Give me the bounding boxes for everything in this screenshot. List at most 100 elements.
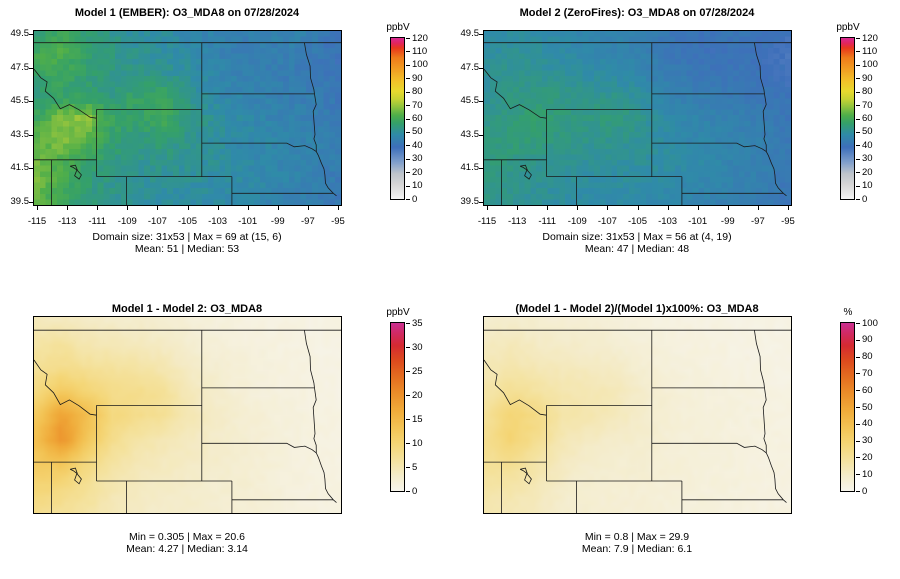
colorbar-title: %	[843, 307, 853, 318]
colorbar-tick-mark	[856, 373, 860, 375]
x-axis-tick-label: -113	[57, 216, 77, 227]
state-border-line	[96, 109, 202, 119]
state-border-line	[546, 405, 652, 416]
panel-title: Model 2 (ZeroFires): O3_MDA8 on 07/28/20…	[519, 7, 755, 19]
x-axis-tick-mark	[757, 206, 759, 210]
state-border-line	[96, 405, 202, 416]
x-axis-tick-label: -101	[688, 216, 708, 227]
colorbar-tick-mark	[406, 172, 410, 174]
colorbar-tick-label: 70	[862, 99, 873, 111]
x-axis-tick-label: -103	[208, 216, 228, 227]
colorbar-tick-label: 20	[412, 389, 423, 401]
state-border-line	[484, 359, 547, 416]
y-axis-tick-label: 49.5	[460, 28, 480, 40]
colorbar-tick-mark	[406, 395, 410, 396]
colorbar-tick-mark	[406, 118, 410, 120]
x-axis-tick-mark	[157, 206, 159, 210]
colorbar-tick-label: 20	[412, 166, 423, 178]
y-axis-tick-mark	[479, 168, 483, 170]
y-axis-tick-label: 43.5	[10, 128, 30, 140]
y-axis-tick-label: 47.5	[460, 61, 480, 73]
colorbar-tick-label: 35	[412, 317, 423, 329]
map-plot	[33, 316, 342, 514]
colorbar-tick-label: 20	[862, 166, 873, 178]
colorbar-tick-label: 5	[412, 461, 418, 473]
colorbar-tick-label: 40	[862, 139, 873, 151]
map-plot	[33, 30, 342, 206]
colorbar-tick-mark	[856, 51, 860, 53]
x-axis-tick-label: -105	[177, 216, 197, 227]
colorbar-tick-mark	[856, 356, 860, 358]
y-axis-tick-mark	[29, 101, 33, 103]
x-axis-tick-label: -115	[27, 216, 47, 227]
colorbar-tick-mark	[406, 347, 410, 348]
colorbar-tick-label: 0	[862, 485, 868, 497]
colorbar-tick-label: 20	[862, 451, 873, 463]
x-axis-tick-mark	[547, 206, 549, 210]
x-axis-tick-mark	[487, 206, 488, 210]
colorbar-gradient	[391, 323, 404, 491]
map-heatmap-canvas	[484, 317, 791, 513]
x-axis-tick-mark	[667, 206, 669, 210]
colorbar-title: ppbV	[836, 22, 860, 33]
colorbar-tick-mark	[856, 474, 860, 476]
colorbar-tick-label: 40	[412, 139, 423, 151]
y-axis-tick-mark	[479, 34, 483, 36]
colorbar-title: ppbV	[386, 22, 410, 33]
y-axis-tick-label: 41.5	[10, 162, 30, 174]
colorbar-tick-label: 100	[862, 317, 878, 329]
stats-caption-line1: Min = 0.305 | Max = 20.6	[129, 531, 245, 543]
state-border-line	[651, 442, 767, 454]
stats-caption-line1: Domain size: 31x53 | Max = 69 at (15, 6)	[92, 231, 282, 243]
map-heatmap-canvas	[484, 31, 791, 205]
state-borders-overlay	[484, 329, 791, 513]
colorbar-tick-mark	[406, 467, 410, 468]
x-axis-tick-label: -111	[538, 216, 556, 227]
colorbar-tick-mark	[856, 38, 860, 39]
colorbar-tick-mark	[406, 145, 410, 147]
x-axis-tick-label: -95	[781, 216, 795, 227]
y-axis-tick-mark	[29, 168, 33, 170]
y-axis-tick-label: 45.5	[460, 95, 480, 107]
y-axis-tick-label: 41.5	[460, 162, 480, 174]
map-heatmap-canvas	[34, 31, 341, 205]
colorbar: ppbV	[836, 22, 860, 200]
colorbar-tick-label: 30	[862, 153, 873, 165]
x-axis-tick-mark	[787, 206, 789, 210]
x-axis-tick-mark	[97, 206, 99, 210]
state-border-line	[754, 42, 787, 197]
colorbar-tick-label: 10	[412, 180, 423, 192]
colorbar-tick-mark	[406, 371, 410, 372]
x-axis-tick-label: -101	[238, 216, 258, 227]
colorbar-tick-label: 70	[412, 99, 423, 111]
x-axis-tick-mark	[637, 206, 639, 210]
colorbar-tick-label: 50	[862, 401, 873, 413]
state-borders-overlay	[34, 42, 341, 205]
colorbar-tick-label: 100	[862, 59, 878, 71]
colorbar-tick-label: 60	[862, 384, 873, 396]
state-border-line	[304, 330, 337, 503]
colorbar-tick-mark	[856, 78, 860, 80]
colorbar-tick-label: 50	[412, 126, 423, 138]
state-border-line	[484, 68, 547, 119]
colorbar: %	[840, 307, 855, 492]
colorbar-tick-mark	[856, 491, 860, 492]
colorbar-tick-mark	[406, 199, 410, 200]
y-axis-tick-mark	[29, 67, 33, 69]
colorbar-tick-mark	[406, 91, 410, 93]
x-axis-tick-label: -107	[597, 216, 617, 227]
x-axis-tick-label: -97	[301, 216, 315, 227]
colorbar-tick-mark	[856, 407, 860, 408]
map-heatmap-canvas	[34, 317, 341, 513]
colorbar-tick-label: 110	[412, 45, 428, 57]
colorbar-tick-mark	[406, 491, 410, 492]
x-axis-tick-label: -109	[117, 216, 137, 227]
state-border-line	[201, 442, 317, 454]
x-axis-tick-label: -105	[627, 216, 647, 227]
colorbar-gradient	[391, 38, 404, 199]
colorbar-tick-mark	[406, 158, 410, 160]
colorbar-title: ppbV	[386, 307, 410, 318]
colorbar-tick-label: 40	[862, 418, 873, 430]
colorbar-tick-mark	[406, 105, 410, 107]
colorbar-tick-mark	[406, 185, 410, 187]
